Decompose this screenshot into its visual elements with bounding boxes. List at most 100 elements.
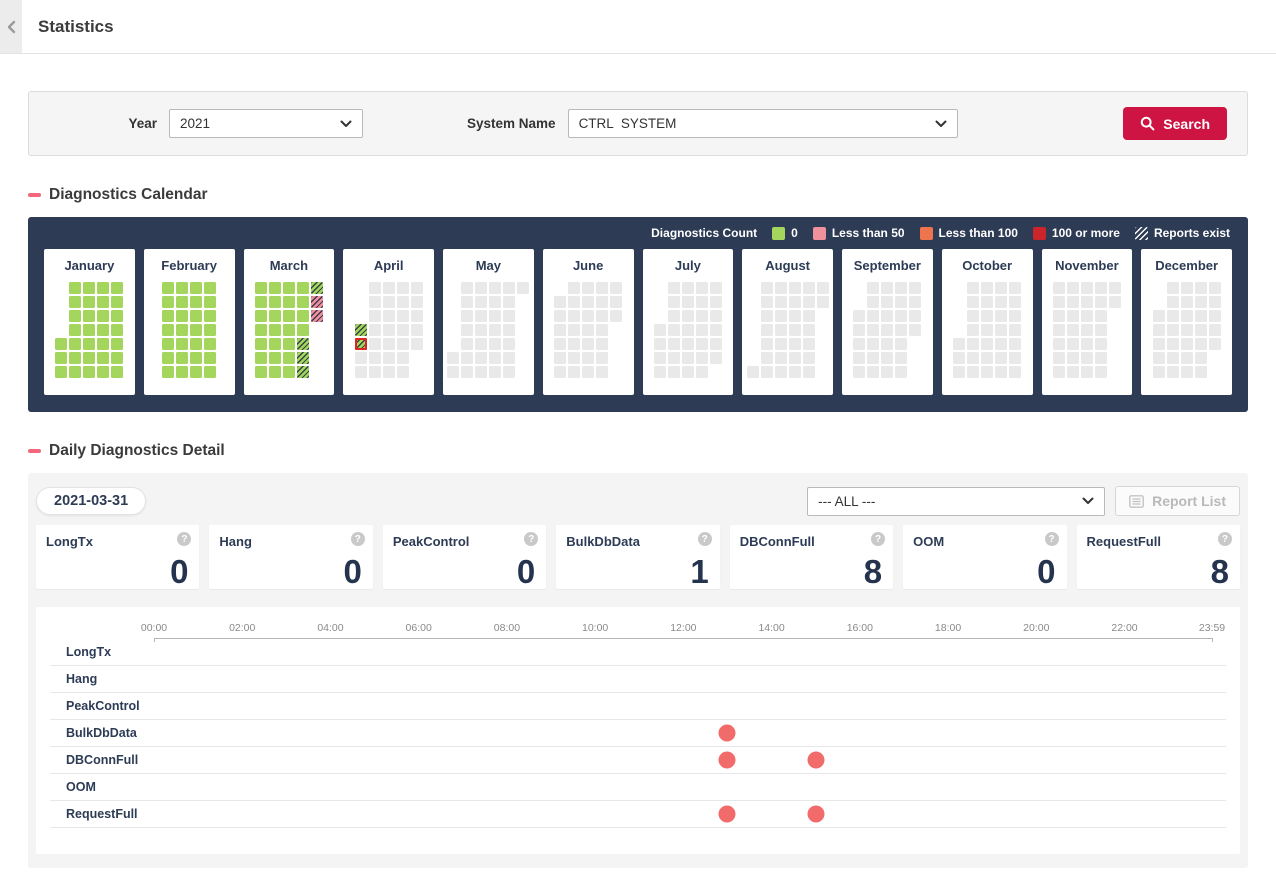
- event-dot[interactable]: [807, 805, 825, 823]
- calendar-day-cell[interactable]: [695, 366, 708, 378]
- calendar-day-cell[interactable]: [967, 338, 980, 350]
- calendar-day-cell[interactable]: [461, 310, 474, 322]
- calendar-day-cell[interactable]: [1052, 296, 1065, 308]
- calendar-day-cell[interactable]: [909, 310, 922, 322]
- calendar-day-cell[interactable]: [802, 296, 815, 308]
- calendar-day-cell[interactable]: [447, 352, 460, 364]
- calendar-day-cell[interactable]: [1152, 338, 1165, 350]
- calendar-day-cell[interactable]: [475, 310, 488, 322]
- calendar-day-cell[interactable]: [503, 296, 516, 308]
- calendar-day-cell[interactable]: [1194, 324, 1207, 336]
- calendar-day-cell[interactable]: [382, 324, 395, 336]
- calendar-day-cell[interactable]: [55, 366, 68, 378]
- calendar-day-cell[interactable]: [667, 366, 680, 378]
- calendar-day-cell[interactable]: [111, 366, 124, 378]
- calendar-day-cell[interactable]: [853, 324, 866, 336]
- calendar-day-cell[interactable]: [282, 338, 295, 350]
- calendar-day-cell[interactable]: [268, 352, 281, 364]
- calendar-day-cell[interactable]: [503, 310, 516, 322]
- calendar-day-cell[interactable]: [1009, 310, 1022, 322]
- calendar-day-cell[interactable]: [475, 352, 488, 364]
- calendar-day-cell[interactable]: [881, 296, 894, 308]
- calendar-day-cell[interactable]: [1009, 352, 1022, 364]
- calendar-day-cell[interactable]: [69, 366, 82, 378]
- calendar-day-cell[interactable]: [554, 310, 567, 322]
- calendar-day-cell[interactable]: [1208, 282, 1221, 294]
- calendar-day-cell[interactable]: [190, 324, 203, 336]
- calendar-day-cell[interactable]: [867, 282, 880, 294]
- calendar-day-cell[interactable]: [681, 296, 694, 308]
- calendar-day-cell[interactable]: [568, 366, 581, 378]
- calendar-day-cell[interactable]: [1066, 352, 1079, 364]
- calendar-day-cell[interactable]: [816, 296, 829, 308]
- help-icon[interactable]: ?: [1217, 532, 1232, 546]
- calendar-day-cell[interactable]: [709, 310, 722, 322]
- calendar-day-cell[interactable]: [503, 366, 516, 378]
- calendar-day-cell[interactable]: [475, 324, 488, 336]
- calendar-day-cell[interactable]: [190, 338, 203, 350]
- calendar-day-cell[interactable]: [788, 282, 801, 294]
- calendar-day-cell[interactable]: [410, 296, 423, 308]
- calendar-day-cell[interactable]: [268, 366, 281, 378]
- calendar-day-cell[interactable]: [667, 338, 680, 350]
- calendar-day-cell[interactable]: [582, 282, 595, 294]
- calendar-day-cell[interactable]: [396, 324, 409, 336]
- calendar-day-cell[interactable]: [97, 296, 110, 308]
- calendar-day-cell[interactable]: [83, 282, 96, 294]
- calendar-day-cell[interactable]: [774, 338, 787, 350]
- calendar-day-cell[interactable]: [254, 338, 267, 350]
- calendar-day-cell[interactable]: [802, 282, 815, 294]
- calendar-day-cell[interactable]: [475, 366, 488, 378]
- calendar-day-cell[interactable]: [1208, 310, 1221, 322]
- calendar-day-cell[interactable]: [695, 282, 708, 294]
- calendar-day-cell[interactable]: [1009, 282, 1022, 294]
- calendar-day-cell[interactable]: [881, 338, 894, 350]
- calendar-day-cell[interactable]: [1052, 282, 1065, 294]
- calendar-day-cell[interactable]: [554, 324, 567, 336]
- calendar-day-cell[interactable]: [268, 324, 281, 336]
- calendar-day-cell[interactable]: [1009, 366, 1022, 378]
- calendar-day-cell[interactable]: [995, 352, 1008, 364]
- calendar-day-cell[interactable]: [774, 352, 787, 364]
- calendar-day-cell[interactable]: [69, 296, 82, 308]
- calendar-day-cell[interactable]: [176, 310, 189, 322]
- diagnostic-type-select[interactable]: --- ALL ---: [807, 486, 1106, 516]
- calendar-day-cell[interactable]: [802, 324, 815, 336]
- calendar-day-cell[interactable]: [382, 352, 395, 364]
- calendar-day-cell[interactable]: [489, 366, 502, 378]
- calendar-day-cell[interactable]: [254, 352, 267, 364]
- calendar-day-cell[interactable]: [610, 296, 623, 308]
- calendar-day-cell[interactable]: [97, 352, 110, 364]
- calendar-day-cell[interactable]: [368, 282, 381, 294]
- calendar-day-cell[interactable]: [162, 324, 175, 336]
- calendar-day-cell[interactable]: [1208, 338, 1221, 350]
- calendar-day-cell[interactable]: [909, 324, 922, 336]
- calendar-day-cell[interactable]: [296, 352, 309, 364]
- calendar-day-cell[interactable]: [83, 310, 96, 322]
- calendar-day-cell[interactable]: [1052, 310, 1065, 322]
- help-icon[interactable]: ?: [350, 532, 365, 546]
- calendar-day-cell[interactable]: [296, 366, 309, 378]
- calendar-day-cell[interactable]: [568, 296, 581, 308]
- event-dot[interactable]: [718, 805, 736, 823]
- calendar-day-cell[interactable]: [788, 366, 801, 378]
- calendar-day-cell[interactable]: [111, 296, 124, 308]
- calendar-day-cell[interactable]: [368, 324, 381, 336]
- calendar-day-cell[interactable]: [97, 310, 110, 322]
- calendar-day-cell[interactable]: [1009, 338, 1022, 350]
- system-select[interactable]: CTRL SYSTEM: [567, 109, 958, 138]
- calendar-day-cell[interactable]: [895, 352, 908, 364]
- report-list-button[interactable]: Report List: [1115, 486, 1240, 516]
- calendar-day-cell[interactable]: [396, 352, 409, 364]
- calendar-day-cell[interactable]: [1094, 366, 1107, 378]
- calendar-day-cell[interactable]: [1166, 310, 1179, 322]
- calendar-day-cell[interactable]: [354, 324, 367, 336]
- calendar-day-cell[interactable]: [254, 324, 267, 336]
- calendar-day-cell[interactable]: [1094, 338, 1107, 350]
- calendar-day-cell[interactable]: [1066, 366, 1079, 378]
- calendar-day-cell[interactable]: [981, 310, 994, 322]
- calendar-day-cell[interactable]: [296, 338, 309, 350]
- calendar-day-cell[interactable]: [461, 282, 474, 294]
- calendar-day-cell[interactable]: [774, 310, 787, 322]
- calendar-day-cell[interactable]: [802, 352, 815, 364]
